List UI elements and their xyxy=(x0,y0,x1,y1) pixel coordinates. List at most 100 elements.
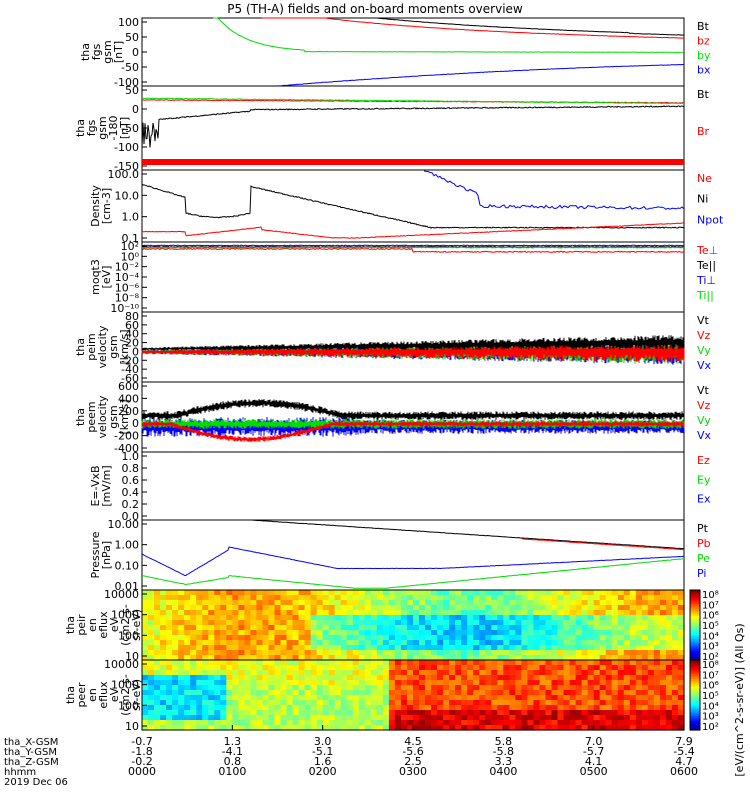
spectrogram-cell xyxy=(298,660,306,666)
spectrogram-cell xyxy=(563,630,571,636)
spectrogram-cell xyxy=(473,665,480,671)
spectrogram-cell xyxy=(142,715,149,721)
spectrogram-cell xyxy=(214,630,221,636)
y-tick-label: -400 xyxy=(114,442,139,455)
spectrogram-cell xyxy=(316,640,324,646)
y-tick-label: 10⁻⁴ xyxy=(115,271,140,284)
spectrogram-cell xyxy=(491,635,498,641)
spectrogram-cell xyxy=(214,635,221,641)
spectrogram-cell xyxy=(364,615,372,621)
spectrogram-cell xyxy=(497,630,504,636)
spectrogram-cell xyxy=(406,695,414,701)
spectrogram-cell xyxy=(244,675,251,681)
spectrogram-cell xyxy=(244,610,251,616)
spectrogram-cell xyxy=(485,695,492,701)
spectrogram-cell xyxy=(166,700,173,706)
spectrogram-cell xyxy=(388,720,396,726)
spectrogram-cell xyxy=(443,705,450,711)
spectrogram-cell xyxy=(280,705,288,711)
spectrogram-cell xyxy=(352,720,360,726)
spectrogram-cell xyxy=(364,710,372,716)
spectrogram-cell xyxy=(352,595,360,601)
spectrogram-cell xyxy=(208,685,215,691)
legend-label: Vt xyxy=(697,384,710,397)
spectrogram-cell xyxy=(587,685,595,691)
spectrogram-cell xyxy=(611,630,619,636)
spectrogram-cell xyxy=(184,690,191,696)
spectrogram-cell xyxy=(479,600,486,606)
spectrogram-cell xyxy=(587,690,595,696)
spectrogram-cell xyxy=(226,625,233,631)
spectrogram-cell xyxy=(346,615,354,621)
spectrogram-cell xyxy=(208,655,215,661)
spectrogram-cell xyxy=(599,655,607,661)
spectrogram-cell xyxy=(394,610,402,616)
spectrogram-cell xyxy=(581,655,589,661)
spectrogram-cell xyxy=(581,590,589,596)
spectrogram-cell xyxy=(563,720,571,726)
spectrogram-cell xyxy=(515,680,522,686)
spectrogram-cell xyxy=(449,690,456,696)
spectrogram-cell xyxy=(437,720,444,726)
spectrogram-cell xyxy=(172,595,179,601)
x-tick-label: -0.2 xyxy=(131,755,152,768)
spectrogram-cell xyxy=(292,675,300,681)
spectrogram-cell xyxy=(256,725,264,731)
y-axis-label: gsm xyxy=(107,405,120,428)
spectrogram-cell xyxy=(316,600,324,606)
spectrogram-cell xyxy=(461,650,468,656)
spectrogram-cell xyxy=(154,605,161,611)
spectrogram-cell xyxy=(641,610,649,616)
spectrogram-cell xyxy=(617,710,625,716)
spectrogram-cell xyxy=(671,635,679,641)
spectrogram-cell xyxy=(455,725,462,731)
spectrogram-cell xyxy=(425,680,432,686)
spectrogram-cell xyxy=(214,680,221,686)
spectrogram-cell xyxy=(250,665,258,671)
spectrogram-cell xyxy=(328,640,336,646)
spectrogram-cell xyxy=(677,690,685,696)
spectrogram-cell xyxy=(653,705,661,711)
spectrogram-cell xyxy=(358,645,366,651)
colorbar-tick-label: 10² xyxy=(702,722,719,733)
spectrogram-cell xyxy=(467,700,474,706)
spectrogram-cell xyxy=(274,665,282,671)
spectrogram-cell xyxy=(569,630,577,636)
spectrogram-cell xyxy=(671,685,679,691)
spectrogram-cell xyxy=(244,710,251,716)
spectrogram-cell xyxy=(485,675,492,681)
spectrogram-cell xyxy=(172,625,179,631)
spectrogram-cell xyxy=(545,595,553,601)
spectrogram-cell xyxy=(268,610,276,616)
spectrogram-cell xyxy=(262,700,270,706)
spectrogram-cell xyxy=(467,680,474,686)
spectrogram-cell xyxy=(184,705,191,711)
spectrogram-cell xyxy=(406,630,414,636)
spectrogram-cell xyxy=(581,675,589,681)
spectrogram-cell xyxy=(310,595,318,601)
spectrogram-cell xyxy=(653,655,661,661)
spectrogram-cell xyxy=(629,665,637,671)
series-Vt2 xyxy=(141,399,685,421)
spectrogram-cell xyxy=(394,655,402,661)
spectrogram-cell xyxy=(431,630,438,636)
spectrogram-cell xyxy=(310,710,318,716)
spectrogram-cell xyxy=(575,720,583,726)
spectrogram-cell xyxy=(292,595,300,601)
spectrogram-cell xyxy=(551,625,559,631)
spectrogram-cell xyxy=(569,710,577,716)
spectrogram-cell xyxy=(256,635,264,641)
spectrogram-cell xyxy=(364,590,372,596)
spectrogram-cell xyxy=(461,695,468,701)
spectrogram-cell xyxy=(310,665,318,671)
spectrogram-cell xyxy=(503,630,510,636)
spectrogram-cell xyxy=(653,635,661,641)
colorbar-tick-label: 10⁷ xyxy=(702,600,719,611)
spectrogram-cell xyxy=(521,720,529,726)
spectrogram-cell xyxy=(557,675,565,681)
spectrogram-cell xyxy=(479,660,486,666)
spectrogram-cell xyxy=(599,630,607,636)
colorbar-tick-label: 10⁸ xyxy=(702,590,719,601)
spectrogram-cell xyxy=(238,695,245,701)
spectrogram-cell xyxy=(286,590,294,596)
